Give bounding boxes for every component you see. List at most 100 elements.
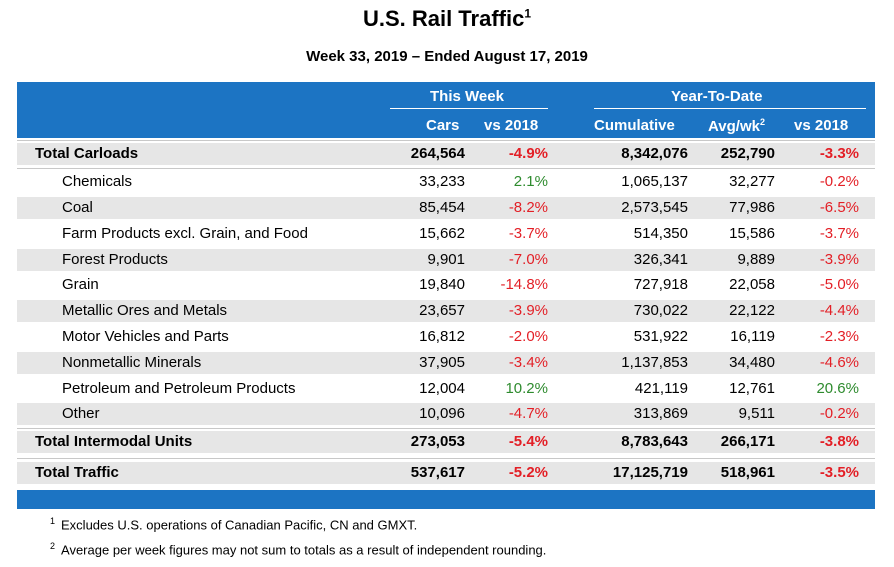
cell-cumulative: 8,342,076 [621,145,688,162]
cell-avg-wk: 9,511 [738,405,775,422]
cell-week-vs-2018: -3.9% [508,302,548,319]
header-vs2018-ytd: vs 2018 [794,117,849,134]
cell-week-vs-2018: -3.4% [508,354,548,371]
cell-ytd-vs-2018: -0.2% [819,173,859,190]
cell-cars: 19,840 [419,276,465,293]
cell-cars: 15,662 [419,225,465,242]
table-row: Petroleum and Petroleum Products 12,004 10… [17,378,875,400]
row-label: Coal [62,199,93,216]
cell-week-vs-2018: -14.8% [500,276,548,293]
cell-week-vs-2018: -3.7% [508,225,548,242]
cell-ytd-vs-2018: -4.6% [819,354,859,371]
header-cumulative: Cumulative [594,117,675,134]
cell-cars: 37,905 [419,354,465,371]
cell-cumulative: 8,783,643 [621,433,688,450]
cell-week-vs-2018: 2.1% [513,173,548,190]
title-footnote-mark: 1 [524,6,532,21]
cell-ytd-vs-2018: -3.7% [819,225,859,242]
cell-cars: 33,233 [419,173,465,190]
table-row: Total Intermodal Units 273,053 -5.4% 8,783,… [17,431,875,453]
header-ytd-rule [594,108,866,109]
row-label: Metallic Ores and Metals [62,302,228,319]
cell-avg-wk: 518,961 [720,464,775,481]
table-subtitle: Week 33, 2019 – Ended August 17, 2019 [306,48,588,65]
row-label: Forest Products [62,251,168,268]
row-label: Farm Products excl. Grain, and Food [62,225,308,242]
row-label: Nonmetallic Minerals [62,354,202,371]
header-vs2018-week: vs 2018 [484,117,539,134]
header-avg-wk: Avg/wk2 [708,117,765,135]
cell-cars: 16,812 [419,328,465,345]
cell-avg-wk: 16,119 [730,328,775,345]
footnote-2: 2 Average per week figures may not sum to… [50,541,547,558]
header-this-week: This Week [430,88,504,105]
row-label: Total Traffic [35,464,119,481]
table-row: Metallic Ores and Metals 23,657 -3.9% 730,0… [17,300,875,322]
cell-week-vs-2018: -2.0% [508,328,548,345]
cell-week-vs-2018: -4.7% [508,405,548,422]
cell-cars: 264,564 [410,145,465,162]
cell-ytd-vs-2018: -3.5% [819,464,859,481]
table-row: Motor Vehicles and Parts 16,812 -2.0% 531,9… [17,326,875,348]
cell-ytd-vs-2018: -3.9% [819,251,859,268]
cell-cumulative: 17,125,719 [612,464,688,481]
cell-avg-wk: 9,889 [737,251,775,268]
cell-ytd-vs-2018: -4.4% [819,302,859,319]
cell-cars: 12,004 [419,380,465,397]
table-row: Total Carloads 264,564 -4.9% 8,342,076 252,7… [17,143,875,165]
cell-avg-wk: 266,171 [720,433,775,450]
table-row: Grain 19,840 -14.8% 727,918 22,058 -5.0% [17,274,875,296]
cell-avg-wk: 12,761 [729,380,775,397]
row-label: Grain [62,276,99,293]
cell-ytd-vs-2018: -3.3% [819,145,859,162]
cell-cumulative: 730,022 [633,302,688,319]
cell-cumulative: 1,065,137 [621,173,688,190]
table-row: Other 10,096 -4.7% 313,869 9,511 -0.2% [17,403,875,425]
cell-cumulative: 421,119 [634,380,688,397]
cell-cumulative: 326,341 [633,251,688,268]
cell-ytd-vs-2018: -2.3% [819,328,859,345]
cell-avg-wk: 34,480 [729,354,775,371]
cell-ytd-vs-2018: -5.0% [819,276,859,293]
header-year-to-date: Year-To-Date [671,88,763,105]
cell-week-vs-2018: -5.4% [508,433,548,450]
cell-avg-wk: 252,790 [720,145,775,162]
cell-week-vs-2018: -8.2% [508,199,548,216]
cell-avg-wk: 22,122 [729,302,775,319]
table-title: U.S. Rail Traffic1 [362,6,532,31]
cell-cars: 537,617 [410,464,465,481]
row-label: Total Carloads [35,145,139,162]
row-separator [17,428,875,429]
header-cars: Cars [426,117,460,134]
cell-cumulative: 727,918 [633,276,688,293]
cell-cumulative: 531,922 [633,328,688,345]
row-separator [17,458,875,459]
cell-ytd-vs-2018: -0.2% [819,405,859,422]
cell-cumulative: 2,573,545 [621,199,688,216]
cell-week-vs-2018: -7.0% [508,251,548,268]
cell-cars: 273,053 [410,433,465,450]
table-header [17,82,875,138]
cell-cars: 10,096 [419,405,465,422]
table-row: Forest Products 9,901 -7.0% 326,341 9,889 -3.… [17,249,875,271]
cell-cumulative: 313,869 [633,405,688,422]
cell-week-vs-2018: 10.2% [505,380,548,397]
footnote-1: 1 Excludes U.S. operations of Canadian Pa… [50,516,418,533]
cell-ytd-vs-2018: -6.5% [819,199,859,216]
row-label: Petroleum and Petroleum Products [62,380,296,397]
cell-cumulative: 1,137,853 [621,354,688,371]
table-row: Farm Products excl. Grain, and Food 15,66… [17,223,875,245]
table-row: Coal 85,454 -8.2% 2,573,545 77,986 -6.5% [17,197,875,219]
cell-week-vs-2018: -5.2% [508,464,548,481]
cell-cars: 9,901 [427,251,465,268]
cell-avg-wk: 22,058 [729,276,775,293]
cell-avg-wk: 32,277 [729,173,775,190]
cell-week-vs-2018: -4.9% [508,145,548,162]
header-this-week-rule [390,108,548,109]
row-separator [17,140,875,141]
row-label: Total Intermodal Units [35,433,193,450]
cell-ytd-vs-2018: -3.8% [819,433,859,450]
row-label: Motor Vehicles and Parts [62,328,229,345]
row-separator [17,168,875,169]
cell-cumulative: 514,350 [633,225,688,242]
